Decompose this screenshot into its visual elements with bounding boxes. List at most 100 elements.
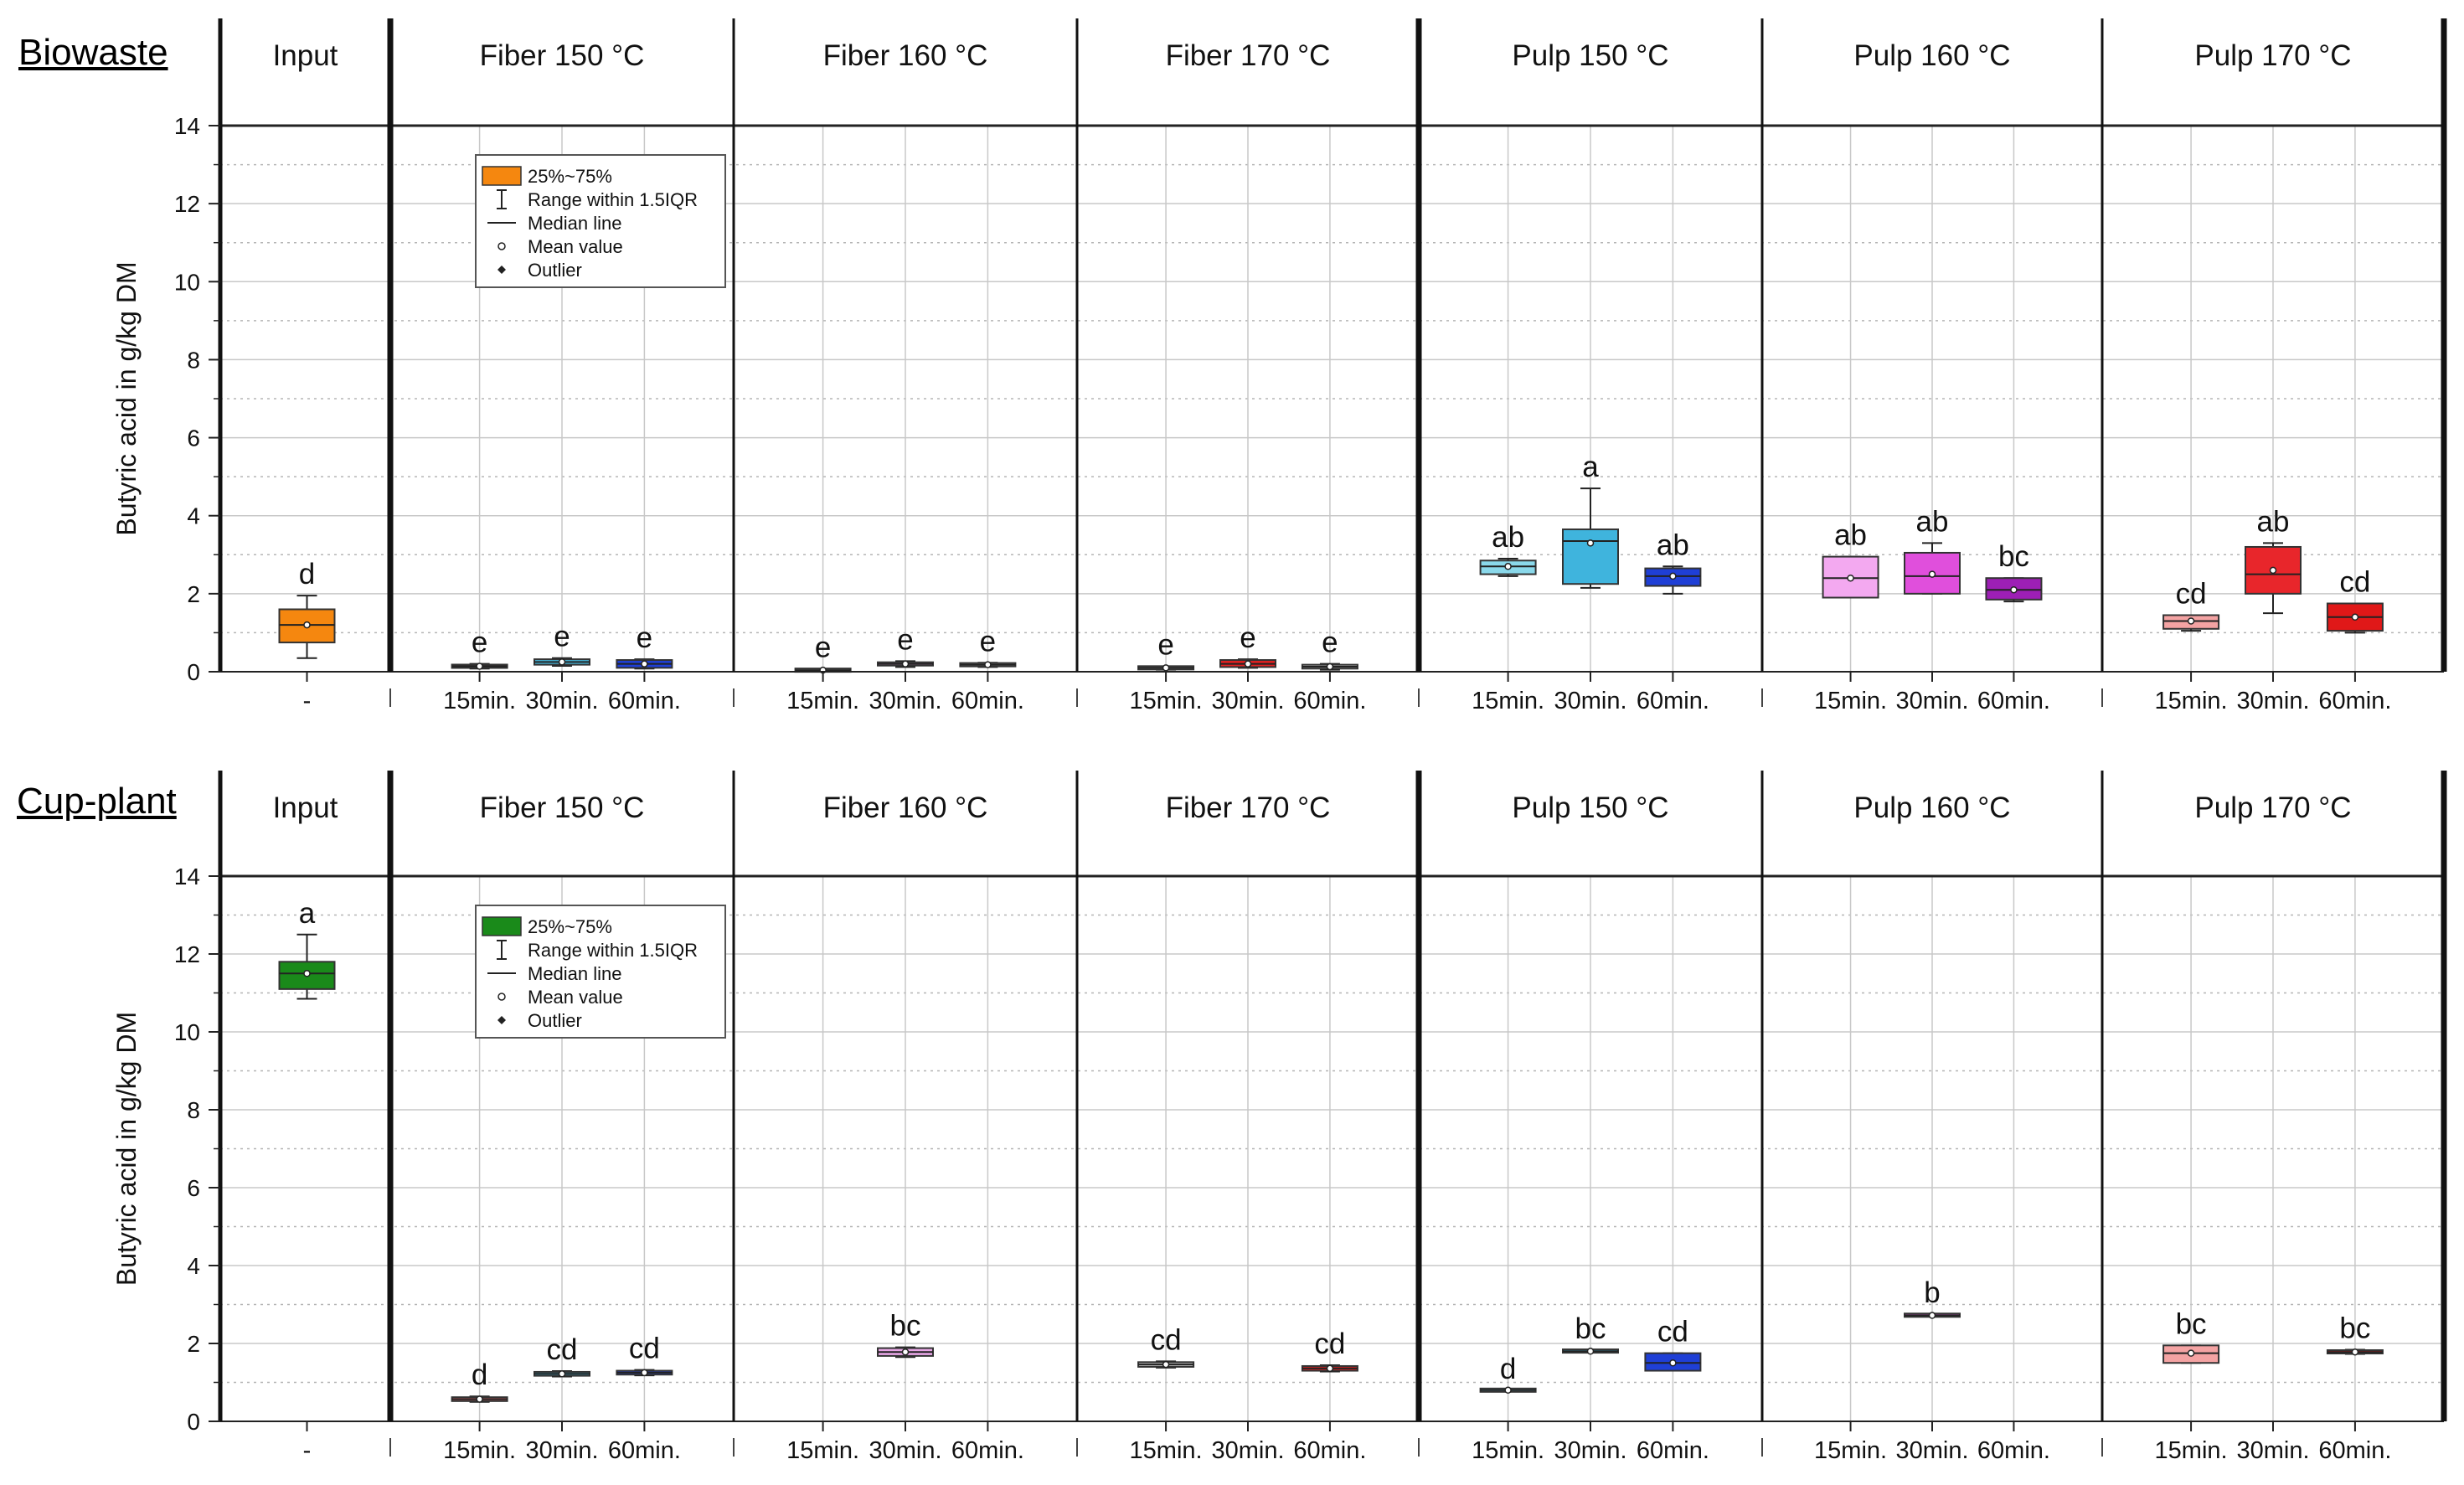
mean-marker <box>1586 539 1595 547</box>
legend-mean-icon <box>497 993 506 1001</box>
significance-letter: ab <box>1916 505 1949 538</box>
row-title-cup-plant: Cup-plant <box>17 781 177 822</box>
mean-marker <box>1326 1364 1334 1373</box>
significance-letter: cd <box>2339 566 2370 599</box>
significance-letter: bc <box>1998 540 2029 573</box>
panel-title: Fiber 160 °C <box>823 791 988 824</box>
significance-letter: a <box>1582 451 1599 483</box>
significance-letter: cd <box>547 1333 578 1366</box>
box <box>1562 529 1619 585</box>
y-tick-label: 6 <box>187 1175 200 1201</box>
significance-letter: bc <box>890 1310 921 1343</box>
mean-marker <box>1162 664 1170 672</box>
panel-title: Fiber 170 °C <box>1166 791 1331 824</box>
panel-title: Fiber 170 °C <box>1166 39 1331 72</box>
significance-letter: e <box>897 623 913 656</box>
mean-marker <box>641 660 648 668</box>
y-tick-label: 0 <box>187 659 200 685</box>
panel-title: Pulp 160 °C <box>1853 39 2010 72</box>
mean-marker <box>1326 663 1334 671</box>
mean-marker <box>2187 617 2195 625</box>
x-tick-label: 30min. <box>1554 688 1626 714</box>
legend-label: Median line <box>528 963 622 984</box>
mean-marker <box>1847 574 1854 582</box>
x-tick-label: - <box>303 688 312 714</box>
legend-mean-icon <box>497 242 506 250</box>
row-title-biowaste: Biowaste <box>18 32 168 73</box>
y-tick-label: 2 <box>187 1331 200 1357</box>
legend-label: Mean value <box>528 236 623 257</box>
y-tick-label: 10 <box>174 269 200 295</box>
y-axis-label: Butyric acid in g/kg DM <box>111 261 142 535</box>
legend-label: Outlier <box>528 260 582 281</box>
x-tick-label: 60min. <box>951 1437 1024 1464</box>
mean-marker <box>901 1348 910 1356</box>
mean-marker <box>1928 1312 1936 1319</box>
y-tick-label: 8 <box>187 1097 200 1123</box>
y-tick-label: 0 <box>187 1409 200 1435</box>
x-tick-label: 60min. <box>1637 1437 1709 1464</box>
mean-marker <box>1669 1359 1677 1367</box>
y-tick-label: 14 <box>174 113 200 139</box>
x-tick-label: 30min. <box>1554 1437 1626 1464</box>
y-axis-label: Butyric acid in g/kg DM <box>111 1012 142 1286</box>
mean-marker <box>476 1395 483 1403</box>
mean-marker <box>303 970 311 977</box>
mean-marker <box>2269 566 2277 575</box>
x-tick-label: 30min. <box>2236 1437 2309 1464</box>
panel-title: Input <box>273 39 338 72</box>
mean-marker <box>2351 1348 2359 1356</box>
mean-marker <box>2187 1349 2195 1357</box>
y-tick-label: 4 <box>187 1253 200 1279</box>
mean-marker <box>901 660 910 668</box>
significance-letter: bc <box>2339 1312 2370 1344</box>
significance-letter: d <box>472 1359 487 1391</box>
significance-letter: bc <box>2176 1307 2207 1340</box>
significance-letter: e <box>554 621 570 653</box>
panel-title: Pulp 160 °C <box>1853 791 2010 824</box>
x-tick-label: 60min. <box>608 688 681 714</box>
x-tick-label: 15min. <box>786 688 859 714</box>
mean-marker <box>1586 1348 1595 1355</box>
legend-label: 25%~75% <box>528 916 612 937</box>
mean-marker <box>1669 572 1677 580</box>
x-tick-label: 15min. <box>2155 1437 2228 1464</box>
mean-marker <box>1928 570 1936 578</box>
x-tick-label: 15min. <box>1472 1437 1544 1464</box>
y-tick-label: 10 <box>174 1019 200 1045</box>
legend-swatch <box>482 166 522 186</box>
significance-letter: cd <box>629 1333 660 1365</box>
panel-title: Fiber 160 °C <box>823 39 988 72</box>
legend-swatch <box>482 916 522 936</box>
mean-marker <box>2351 613 2359 621</box>
panel-title: Input <box>273 791 338 824</box>
panel-title: Pulp 170 °C <box>2194 39 2351 72</box>
significance-letter: e <box>980 625 996 657</box>
mean-marker <box>1162 1360 1170 1369</box>
legend-label: 25%~75% <box>528 166 612 187</box>
significance-letter: b <box>1924 1276 1940 1309</box>
panel-title: Pulp 170 °C <box>2194 791 2351 824</box>
panel-title: Pulp 150 °C <box>1512 39 1668 72</box>
x-tick-label: 60min. <box>1977 688 2050 714</box>
significance-letter: ab <box>1834 519 1867 552</box>
x-tick-label: 15min. <box>1472 688 1544 714</box>
legend-label: Range within 1.5IQR <box>528 940 698 961</box>
significance-letter: cd <box>1151 1323 1182 1356</box>
x-tick-label: 30min. <box>2236 688 2309 714</box>
legend-label: Outlier <box>528 1010 582 1031</box>
significance-letter: a <box>299 897 316 930</box>
panel-title: Pulp 150 °C <box>1512 791 1668 824</box>
x-tick-label: 15min. <box>1130 688 1203 714</box>
mean-marker <box>2010 585 2018 594</box>
significance-letter: cd <box>2176 577 2207 610</box>
significance-letter: e <box>815 632 831 664</box>
y-tick-label: 12 <box>174 191 200 217</box>
x-tick-label: 60min. <box>2318 688 2391 714</box>
x-tick-label: 60min. <box>951 688 1024 714</box>
significance-letter: e <box>472 626 487 659</box>
x-tick-label: 60min. <box>2318 1437 2391 1464</box>
x-tick-label: 15min. <box>443 1437 516 1464</box>
significance-letter: d <box>299 558 315 590</box>
